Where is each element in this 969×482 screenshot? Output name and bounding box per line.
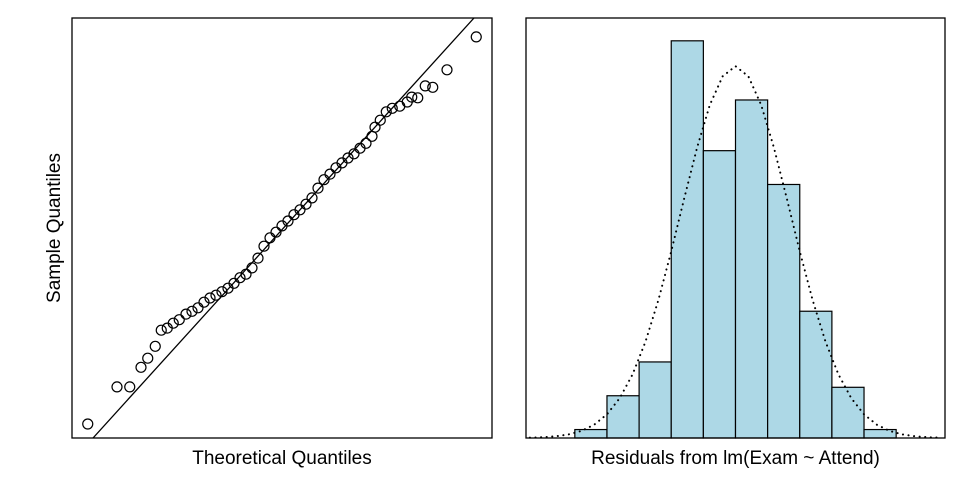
bar (831, 386, 865, 439)
point (294, 204, 306, 216)
plot-frame (71, 17, 493, 439)
point (406, 91, 418, 103)
point (300, 198, 312, 210)
point (252, 252, 264, 264)
point (366, 130, 378, 142)
point (240, 268, 252, 280)
density-curve (528, 64, 943, 439)
point (386, 102, 398, 114)
point (82, 418, 94, 430)
point (155, 324, 167, 336)
point (216, 286, 228, 298)
point (198, 296, 210, 308)
bar (863, 428, 897, 439)
point (412, 92, 424, 104)
point (374, 114, 386, 126)
reference-line (92, 18, 475, 438)
point (135, 361, 147, 373)
point (306, 192, 318, 204)
point (380, 106, 392, 118)
point (419, 80, 431, 92)
point (111, 381, 123, 393)
point (234, 272, 246, 284)
bar (702, 150, 737, 439)
point (149, 340, 161, 352)
point (228, 277, 240, 289)
bar (767, 183, 801, 439)
point (142, 352, 154, 364)
bar (606, 395, 640, 439)
point (180, 308, 192, 320)
point (246, 262, 258, 274)
point (124, 381, 136, 393)
point (210, 289, 222, 301)
point (470, 31, 482, 43)
point (270, 226, 282, 238)
x-axis-label: Theoretical Quantiles (192, 448, 372, 469)
point (312, 182, 324, 194)
bar (799, 310, 833, 439)
point (427, 81, 439, 93)
point (264, 232, 276, 244)
point (282, 215, 294, 227)
bar (638, 361, 672, 439)
x-axis-label: Residuals from lm(Exam ~ Attend) (591, 448, 880, 469)
plot-frame (525, 17, 946, 439)
point (186, 305, 198, 317)
point (167, 317, 179, 329)
y-axis-label: Sample Quantiles (44, 153, 65, 303)
point (258, 240, 270, 252)
point (441, 64, 453, 76)
point (204, 292, 216, 304)
point (173, 314, 185, 326)
point (318, 174, 330, 186)
point (192, 302, 204, 314)
point (369, 121, 381, 133)
point (348, 148, 360, 160)
bar (670, 40, 704, 439)
point (324, 168, 336, 180)
point (360, 137, 372, 149)
point (342, 152, 354, 164)
bar (734, 99, 769, 439)
